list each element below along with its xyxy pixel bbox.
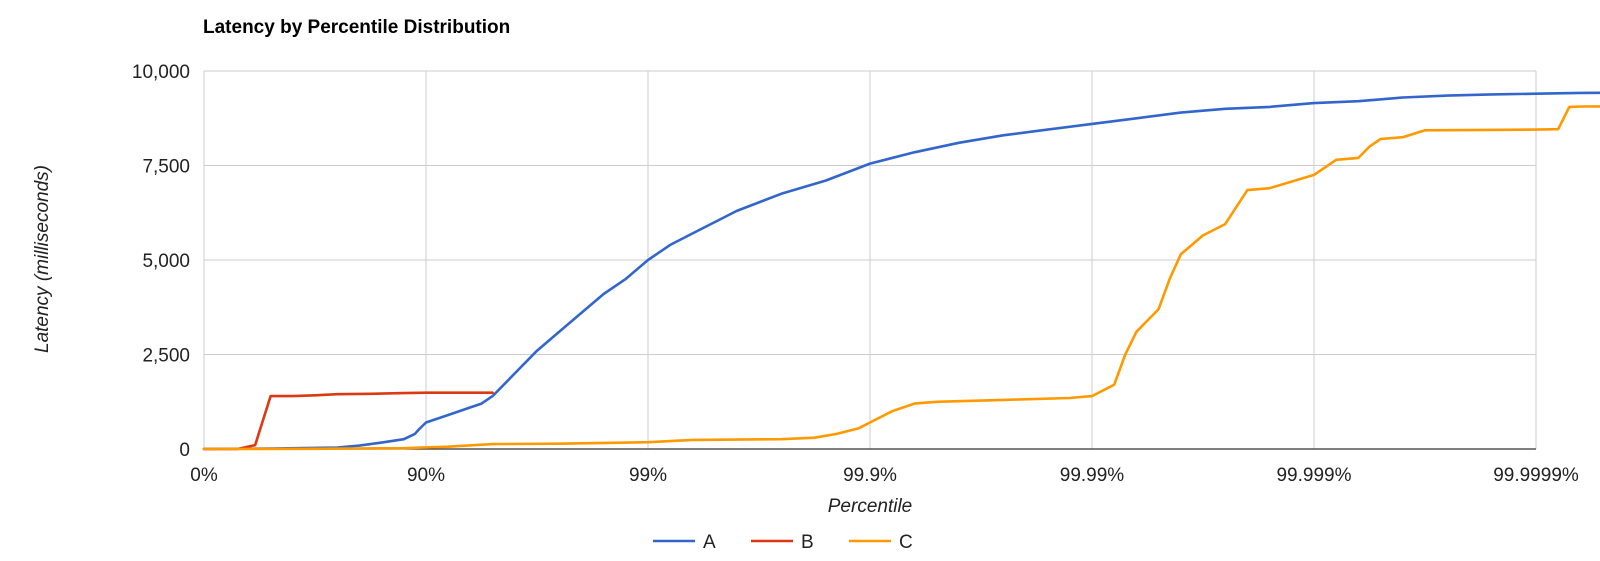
x-tick-label: 99.9% bbox=[843, 465, 897, 486]
x-tick-label: 99.9999% bbox=[1493, 465, 1579, 486]
legend-label: C bbox=[899, 532, 913, 553]
y-tick-label: 10,000 bbox=[132, 62, 190, 83]
y-axis-title: Latency (milliseconds) bbox=[32, 165, 53, 353]
series-line-c bbox=[202, 105, 1600, 451]
x-tick-label: 99.99% bbox=[1060, 465, 1125, 486]
series-lines bbox=[202, 91, 1600, 451]
y-axis-ticks: 0 2,500 5,000 7,500 10,000 bbox=[132, 62, 190, 461]
x-tick-label: 99.999% bbox=[1276, 465, 1351, 486]
legend-item-a[interactable]: A bbox=[653, 532, 716, 553]
x-tick-label: 99% bbox=[629, 465, 667, 486]
series-line-b bbox=[202, 391, 494, 451]
y-tick-label: 2,500 bbox=[142, 346, 190, 367]
y-tick-label: 0 bbox=[179, 440, 190, 461]
legend-label: A bbox=[703, 532, 716, 553]
y-tick-label: 7,500 bbox=[142, 157, 190, 178]
series-line-a bbox=[202, 91, 1600, 451]
x-axis-title: Percentile bbox=[828, 496, 913, 517]
y-tick-label: 5,000 bbox=[142, 251, 190, 272]
legend[interactable]: A B C bbox=[653, 532, 913, 553]
legend-item-b[interactable]: B bbox=[751, 532, 814, 553]
legend-label: B bbox=[801, 532, 814, 553]
chart-title: Latency by Percentile Distribution bbox=[203, 17, 510, 38]
x-axis-ticks: 0% 90% 99% 99.9% 99.99% 99.999% 99.9999% bbox=[190, 465, 1579, 486]
x-tick-label: 0% bbox=[190, 465, 218, 486]
grid bbox=[203, 70, 1537, 450]
x-tick-label: 90% bbox=[407, 465, 445, 486]
legend-item-c[interactable]: C bbox=[849, 532, 913, 553]
